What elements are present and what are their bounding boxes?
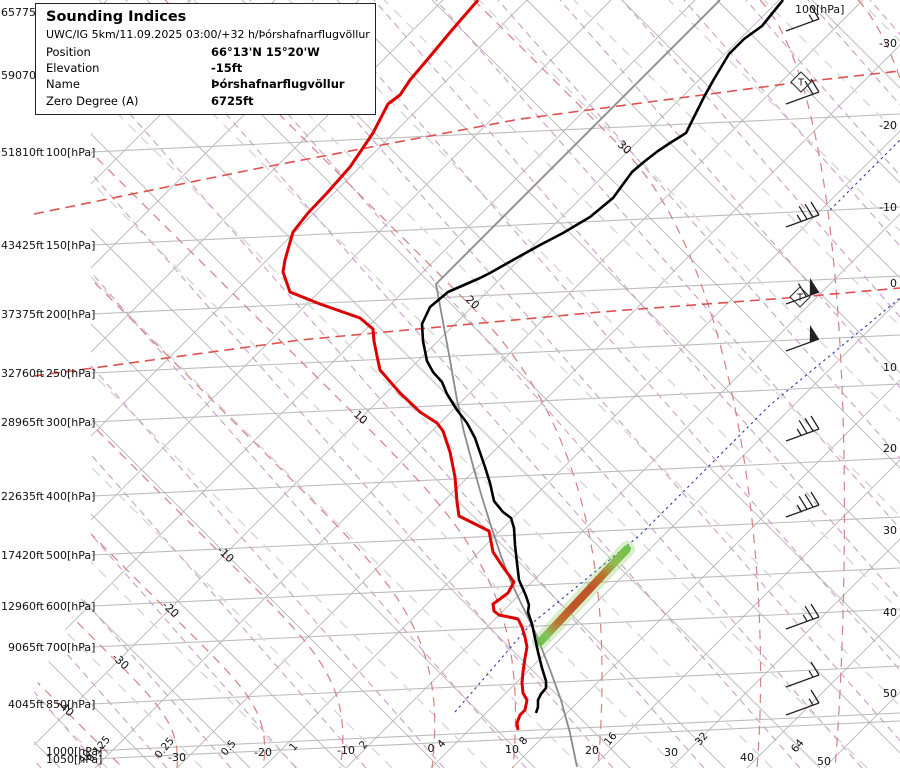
altitude-ft-label: 12960ft xyxy=(1,600,45,613)
info-label: Name xyxy=(46,77,80,92)
pressure-label: 150[hPa] xyxy=(46,239,95,252)
info-value: 6725ft xyxy=(211,93,254,108)
tropopause-lines: TT xyxy=(33,70,900,377)
pressure-label: 600[hPa] xyxy=(46,600,95,613)
pressure-label: 1050[hPa] xyxy=(46,753,102,766)
altitude-ft-label: 9065ft xyxy=(8,641,45,654)
mixing-ratio-label: 1 xyxy=(287,741,300,754)
altitude-ft-label: 65775ft xyxy=(1,6,45,19)
temp-axis-right-label: 10 xyxy=(883,361,897,374)
altitude-ft-label: 32760ft xyxy=(1,367,45,380)
wind-barb xyxy=(785,603,820,630)
info-value: Þórshafnarflugvöllur xyxy=(211,77,345,92)
altitude-ft-label: 22635ft xyxy=(1,490,45,503)
pressure-label: 1000[hPa] xyxy=(46,745,102,758)
altitude-ft-label: 37375ft xyxy=(1,308,45,321)
temp-axis-bottom-label: -30 xyxy=(168,751,186,764)
info-label: Zero Degree (A) xyxy=(46,93,139,108)
temp-axis-right-label: 20 xyxy=(883,442,897,455)
pressure-label: 300[hPa] xyxy=(46,416,95,429)
cape-band xyxy=(536,545,631,646)
wind-barb xyxy=(785,78,820,105)
pressure-label: 850[hPa] xyxy=(46,698,95,711)
temperature-curve xyxy=(420,0,785,714)
temp-axis-bottom-label: 0 xyxy=(428,742,435,755)
moist-adiabat-label: -10 xyxy=(214,544,236,566)
info-box-title: Sounding Indices xyxy=(46,9,187,25)
pressure-label: 100[hPa] xyxy=(46,146,95,159)
temp-axis-bottom-label: 20 xyxy=(585,744,599,757)
info-label: Position xyxy=(46,45,91,59)
wind-barb xyxy=(785,325,820,352)
temp-axis-bottom-label: -20 xyxy=(254,746,272,759)
wind-barb xyxy=(785,661,820,688)
temp-axis-bottom-label: -10 xyxy=(337,744,355,757)
temp-axis-right-label: 30 xyxy=(883,524,897,537)
info-row-zero-degree: Zero Degree (A) 6725ft xyxy=(46,93,367,109)
temp-axis-bottom-label: 10 xyxy=(505,743,519,756)
info-value: -15ft xyxy=(211,61,243,76)
info-label: Elevation xyxy=(46,61,100,76)
temp-axis-bottom-label: 40 xyxy=(740,751,754,764)
temp-axis-bottom-label: 50 xyxy=(817,755,831,768)
wind-barb-column xyxy=(785,5,820,716)
altitude-ft-label: 43425ft xyxy=(1,239,45,252)
altitude-ft-label: 17420ft xyxy=(1,549,45,562)
temp-axis-right-label: -20 xyxy=(879,119,897,132)
pressure-label: 700[hPa] xyxy=(46,641,95,654)
wind-barb xyxy=(785,415,820,442)
wind-barb xyxy=(785,491,820,518)
parcel-curve xyxy=(435,0,721,768)
sounding-info-box: Sounding Indices UWC/IG 5km/11.09.2025 0… xyxy=(35,3,376,115)
info-row-elevation: Elevation -15ft xyxy=(46,60,367,76)
altitude-ft-label: 4045ft xyxy=(8,698,45,711)
info-box-model-run: UWC/IG 5km/11.09.2025 03:00/+32 h/Þórsha… xyxy=(46,28,370,41)
wind-barb xyxy=(785,689,820,716)
mixing-ratio-label: 4 xyxy=(435,737,449,750)
pressure-label: 200[hPa] xyxy=(46,308,95,321)
info-value: 66°13'N 15°20'W xyxy=(211,45,320,59)
moist-adiabat-label: 10 xyxy=(351,408,370,427)
temp-axis-right-label: -30 xyxy=(879,37,897,50)
dewpoint-curve xyxy=(281,0,529,731)
temp-axis-right-label: 40 xyxy=(883,606,897,619)
pressure-label-top-right: 100[hPa] xyxy=(795,3,844,16)
mixing-ratio-label: 0.5 xyxy=(219,738,239,759)
moist-adiabat-label: -30 xyxy=(109,651,131,673)
svg-text:T: T xyxy=(796,293,803,304)
svg-text:T: T xyxy=(797,78,804,89)
wind-barb xyxy=(785,278,820,305)
altitude-ft-label: 51810ft xyxy=(1,146,45,159)
temp-axis-right-label: -10 xyxy=(879,201,897,214)
wind-barb xyxy=(785,201,820,228)
temp-axis-right-label: 0 xyxy=(890,277,897,290)
info-row-name: Name Þórshafnarflugvöllur xyxy=(46,76,367,92)
info-row-position: Position 66°13'N 15°20'W xyxy=(46,44,367,60)
moist-adiabat-label: 30 xyxy=(615,138,634,157)
tropopause-marker: T xyxy=(789,286,811,308)
mixing-ratio-label: 16 xyxy=(602,730,620,748)
temp-axis-bottom-label: 30 xyxy=(664,746,678,759)
pressure-label: 500[hPa] xyxy=(46,549,95,562)
pressure-label: 250[hPa] xyxy=(46,367,95,380)
altitude-ft-label: 28965ft xyxy=(1,416,45,429)
mixing-ratio-label: 32 xyxy=(693,730,711,748)
wind-barb xyxy=(785,5,820,32)
temp-axis-right-label: 50 xyxy=(883,687,897,700)
altitude-ft-label: 59070ft xyxy=(1,69,45,82)
pressure-label: 400[hPa] xyxy=(46,490,95,503)
tropopause-marker: T xyxy=(790,71,812,93)
